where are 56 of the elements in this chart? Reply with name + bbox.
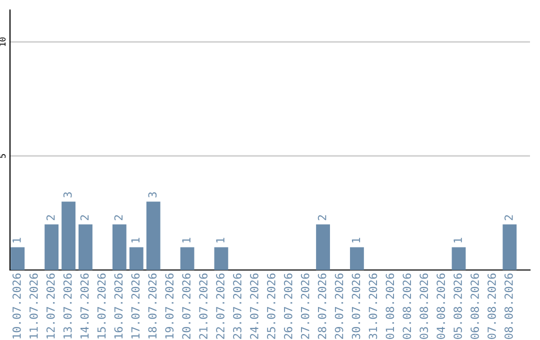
x-tick-label: 14.07.2026: [80, 273, 89, 338]
bar: [10, 247, 25, 270]
x-tick-label: 17.07.2026: [131, 273, 140, 338]
data-label: 1: [131, 238, 140, 242]
x-tick-label: 01.08.2026: [386, 273, 394, 339]
x-tick-label: 02.08.2026: [402, 273, 412, 339]
x-tick-label: 28.07.2026: [318, 273, 326, 339]
bar: [452, 247, 466, 270]
bar: [44, 224, 59, 270]
x-tick-label: 18.07.2026: [148, 273, 157, 338]
x-tick-label: 29.07.2026: [334, 273, 344, 339]
data-label: 2: [46, 215, 55, 220]
data-label: 3: [63, 192, 72, 198]
data-label: 2: [318, 215, 326, 220]
x-tick-label: 30.07.2026: [352, 273, 360, 339]
x-tick-label: 19.07.2026: [165, 273, 174, 338]
x-tick-label: 04.08.2026: [436, 273, 446, 339]
x-tick-label: 08.08.2026: [504, 273, 513, 339]
x-tick-label: 15.07.2026: [97, 273, 106, 338]
x-tick-label: 25.07.2026: [266, 273, 276, 339]
data-label: 2: [114, 215, 123, 220]
x-tick-label: 27.07.2026: [300, 273, 310, 339]
x-tick-label: 16.07.2026: [114, 273, 123, 338]
x-tick-label: 05.08.2026: [454, 273, 462, 339]
bar: [180, 247, 194, 270]
bar: [112, 224, 126, 270]
bar: [316, 224, 330, 270]
bar: [502, 224, 517, 270]
x-tick-label: 31.07.2026: [368, 273, 378, 339]
bar: [214, 247, 228, 270]
data-label: 1: [352, 238, 360, 242]
x-tick-label: 11.07.2026: [29, 273, 38, 338]
data-label: 1: [454, 238, 462, 242]
x-tick-label: 24.07.2026: [250, 273, 258, 339]
x-tick-label: 03.08.2026: [420, 273, 428, 339]
x-tick-label: 06.08.2026: [470, 273, 479, 339]
bar: [129, 247, 144, 270]
x-tick-label: 23.07.2026: [233, 273, 242, 339]
data-label: 1: [182, 238, 190, 242]
x-tick-label: 13.07.2026: [63, 273, 72, 338]
data-label: 1: [12, 238, 21, 242]
bar: [350, 247, 364, 270]
bar: [78, 224, 92, 270]
x-tick-label: 20.07.2026: [182, 273, 191, 339]
data-label: 1: [216, 238, 224, 242]
bar: [62, 202, 76, 270]
x-tick-label: 26.07.2026: [284, 273, 292, 339]
x-tick-label: 22.07.2026: [216, 273, 224, 339]
x-tick-label: 07.08.2026: [488, 273, 496, 339]
x-tick-label: 10.07.2026: [12, 273, 21, 338]
data-label: 2: [504, 215, 513, 220]
x-tick-label: 12.07.2026: [46, 273, 55, 338]
data-label: 2: [80, 215, 89, 220]
bar: [146, 202, 160, 270]
x-tick-label: 21.07.2026: [199, 273, 208, 339]
data-label: 3: [148, 192, 157, 198]
